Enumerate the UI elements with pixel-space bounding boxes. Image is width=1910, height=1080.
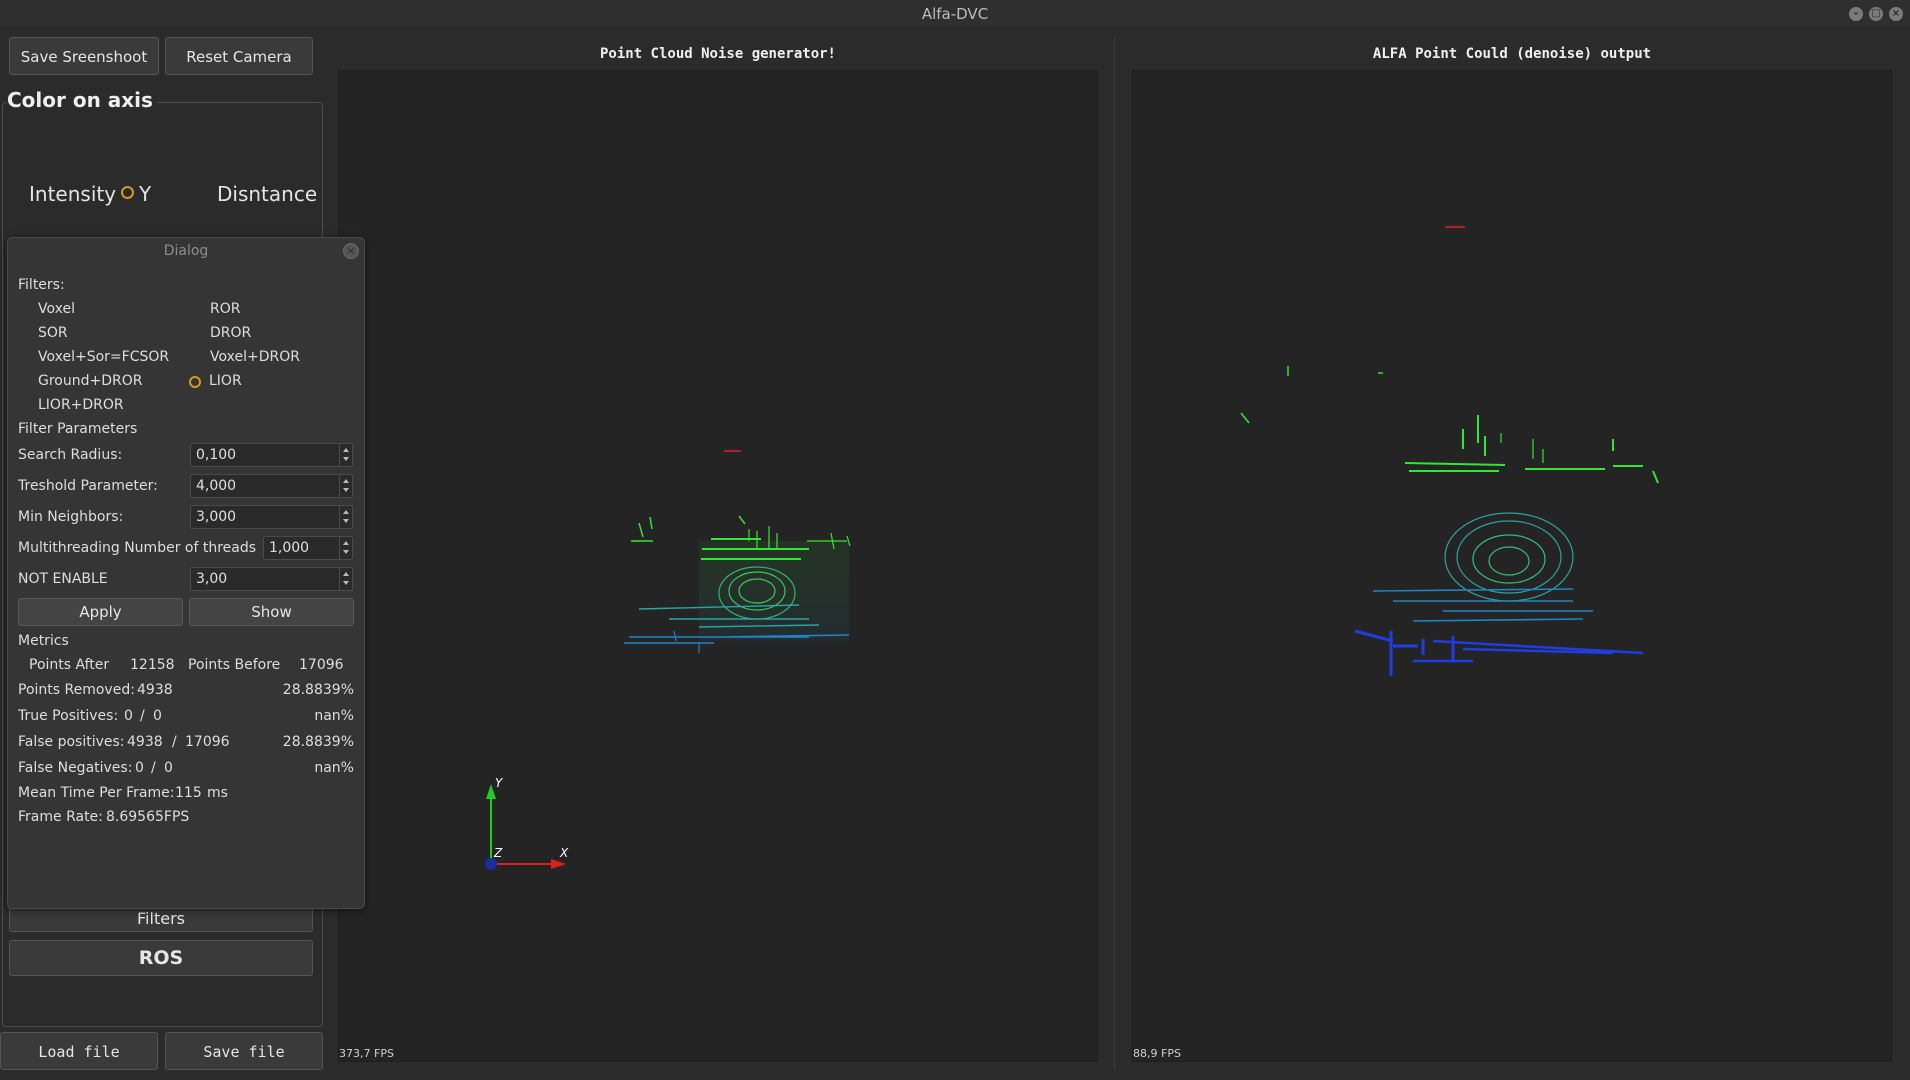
spin-arrows-icon[interactable]	[339, 444, 352, 466]
filter-lior-dror[interactable]: LIOR+DROR	[38, 397, 124, 413]
spin-arrows-icon[interactable]	[339, 568, 352, 590]
save-file-button[interactable]: Save file	[165, 1032, 323, 1070]
filter-voxel-sor-fcsor[interactable]: Voxel+Sor=FCSOR	[38, 349, 170, 365]
min-neighbors-label: Min Neighbors:	[18, 509, 124, 525]
false-positives-b: 17096	[185, 734, 230, 750]
dialog-title: Dialog	[163, 243, 209, 259]
false-positives-label: False positives:	[18, 734, 125, 750]
axis-y-label: Y	[495, 776, 504, 790]
search-radius-value: 0,100	[196, 447, 237, 463]
threshold-spinbox[interactable]: 4,000	[190, 474, 353, 498]
points-removed-pct: 28.8839%	[282, 682, 354, 698]
false-negatives-a: 0	[135, 760, 144, 776]
left-viewport[interactable]: Y Z X 373,7 FPS	[338, 70, 1098, 1062]
min-neighbors-spinbox[interactable]: 3,000	[190, 505, 353, 529]
false-positives-pct: 28.8839%	[282, 734, 354, 750]
threshold-label: Treshold Parameter:	[18, 478, 158, 494]
true-positives-slash: /	[140, 708, 145, 724]
threads-value: 1,000	[269, 540, 310, 556]
right-fps: 88,9 FPS	[1133, 1047, 1181, 1060]
dialog-close-icon[interactable]: ×	[343, 243, 359, 259]
points-after-value: 12158	[130, 657, 175, 673]
filter-ground-dror[interactable]: Ground+DROR	[38, 373, 143, 389]
spin-arrows-icon[interactable]	[339, 537, 352, 559]
right-cloud-points	[1240, 226, 1659, 676]
mean-time-value: 115	[175, 785, 202, 801]
filters-label: Filters:	[18, 277, 65, 293]
right-point-cloud[interactable]	[1133, 71, 1893, 1063]
y-option[interactable]: Y	[139, 182, 152, 206]
false-negatives-label: False Negatives:	[18, 760, 133, 776]
axis-x-label: X	[559, 846, 569, 860]
left-view-title: Point Cloud Noise generator!	[599, 46, 836, 62]
frame-rate-value: 8.69565FPS	[106, 809, 190, 825]
filter-voxel-dror[interactable]: Voxel+DROR	[210, 349, 300, 365]
apply-button[interactable]: Apply	[18, 598, 183, 626]
false-negatives-pct: nan%	[314, 760, 354, 776]
window-title: Alfa-DVC	[921, 5, 989, 23]
close-icon[interactable]: ×	[1889, 7, 1903, 21]
ros-button[interactable]: ROS	[9, 940, 313, 976]
filter-lior[interactable]: LIOR	[209, 373, 242, 389]
mean-time-label: Mean Time Per Frame:	[18, 785, 175, 801]
view-separator	[1114, 36, 1115, 1070]
not-enable-value: 3,00	[196, 571, 228, 587]
load-file-button[interactable]: Load file	[0, 1032, 158, 1070]
points-before-label: Points Before	[188, 657, 281, 673]
true-positives-b: 0	[153, 708, 162, 724]
not-enable-spinbox[interactable]: 3,00	[190, 567, 353, 591]
filter-ror[interactable]: ROR	[210, 301, 241, 317]
false-negatives-slash: /	[151, 760, 156, 776]
metrics-label: Metrics	[18, 633, 69, 649]
right-viewport[interactable]: 88,9 FPS	[1132, 70, 1892, 1062]
filter-dror[interactable]: DROR	[210, 325, 252, 341]
filter-voxel[interactable]: Voxel	[38, 301, 75, 317]
false-negatives-b: 0	[164, 760, 173, 776]
left-point-cloud[interactable]: Y Z X	[339, 71, 1099, 1063]
filter-dialog: Dialog × Filters: Voxel ROR SOR DROR Vox…	[7, 237, 365, 909]
y-radio-icon[interactable]	[121, 186, 134, 199]
filter-sor[interactable]: SOR	[38, 325, 68, 341]
save-screenshot-button[interactable]: Save Sreenshoot	[9, 37, 159, 75]
axis-z-label: Z	[493, 846, 503, 860]
points-removed-value: 4938	[137, 682, 173, 698]
axis-gizmo: Y Z X	[485, 776, 569, 870]
points-after-label: Points After	[29, 657, 110, 673]
title-bar: Alfa-DVC – □ ×	[0, 0, 1910, 28]
spin-arrows-icon[interactable]	[339, 475, 352, 497]
color-axis-title: Color on axis	[7, 88, 157, 112]
true-positives-a: 0	[124, 708, 133, 724]
not-enable-label: NOT ENABLE	[18, 571, 108, 587]
right-view-title: ALFA Point Could (denoise) output	[1372, 46, 1652, 62]
filter-params-label: Filter Parameters	[18, 421, 138, 437]
true-positives-pct: nan%	[314, 708, 354, 724]
spin-arrows-icon[interactable]	[339, 506, 352, 528]
intensity-option[interactable]: Intensity	[29, 182, 117, 206]
frame-rate-label: Frame Rate:	[18, 809, 103, 825]
show-button[interactable]: Show	[189, 598, 354, 626]
search-radius-label: Search Radius:	[18, 447, 123, 463]
left-cloud-points	[624, 450, 851, 653]
threads-label: Multithreading Number of threads	[18, 540, 257, 556]
true-positives-label: True Positives:	[18, 708, 119, 724]
lior-radio-icon[interactable]	[189, 376, 201, 388]
min-neighbors-value: 3,000	[196, 509, 237, 525]
points-removed-label: Points Removed:	[18, 682, 135, 698]
false-positives-a: 4938	[127, 734, 163, 750]
points-before-value: 17096	[299, 657, 344, 673]
distance-option[interactable]: Disntance	[217, 182, 318, 206]
search-radius-spinbox[interactable]: 0,100	[190, 443, 353, 467]
minimize-icon[interactable]: –	[1849, 7, 1863, 21]
left-fps: 373,7 FPS	[339, 1047, 394, 1060]
threshold-value: 4,000	[196, 478, 237, 494]
threads-spinbox[interactable]: 1,000	[263, 536, 353, 560]
false-positives-slash: /	[172, 734, 177, 750]
maximize-icon[interactable]: □	[1869, 7, 1883, 21]
reset-camera-button[interactable]: Reset Camera	[165, 37, 313, 75]
mean-time-unit: ms	[207, 785, 228, 801]
